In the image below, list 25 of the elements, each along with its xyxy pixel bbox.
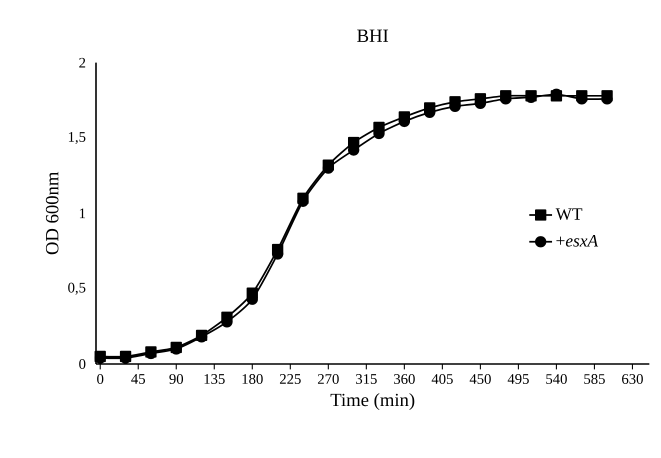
x-tick-label: 585 — [584, 374, 605, 384]
x-tick-label: 90 — [169, 374, 184, 384]
x-tick-label: 45 — [131, 374, 145, 384]
x-tick-label: 225 — [280, 374, 301, 384]
x-tick-label: 360 — [394, 374, 415, 384]
x-axis-title: Time (min) — [330, 393, 414, 410]
x-tick-label: 495 — [508, 374, 529, 384]
x-tick-label: 0 — [97, 374, 104, 384]
chart-title: BHI — [357, 30, 388, 42]
y-axis-title: OD 600nm — [46, 172, 58, 254]
x-tick-label: 540 — [546, 374, 567, 384]
y-tick-label: 0 — [79, 359, 86, 369]
y-tick-label: 1 — [80, 208, 86, 218]
x-tick-label: 135 — [204, 374, 225, 384]
legend-label: WT — [556, 208, 582, 220]
x-tick-label: 315 — [356, 374, 377, 384]
x-tick-label: 180 — [242, 374, 263, 384]
x-tick-label: 630 — [622, 374, 643, 384]
y-tick-label: 1,5 — [68, 132, 86, 144]
legend-label: +esxA — [556, 235, 598, 247]
x-tick-label: 270 — [318, 374, 339, 384]
y-tick-label: 2 — [79, 58, 86, 68]
y-tick-label: 0,5 — [68, 282, 86, 295]
x-tick-label: 450 — [470, 374, 491, 384]
x-tick-label: 405 — [432, 374, 453, 384]
